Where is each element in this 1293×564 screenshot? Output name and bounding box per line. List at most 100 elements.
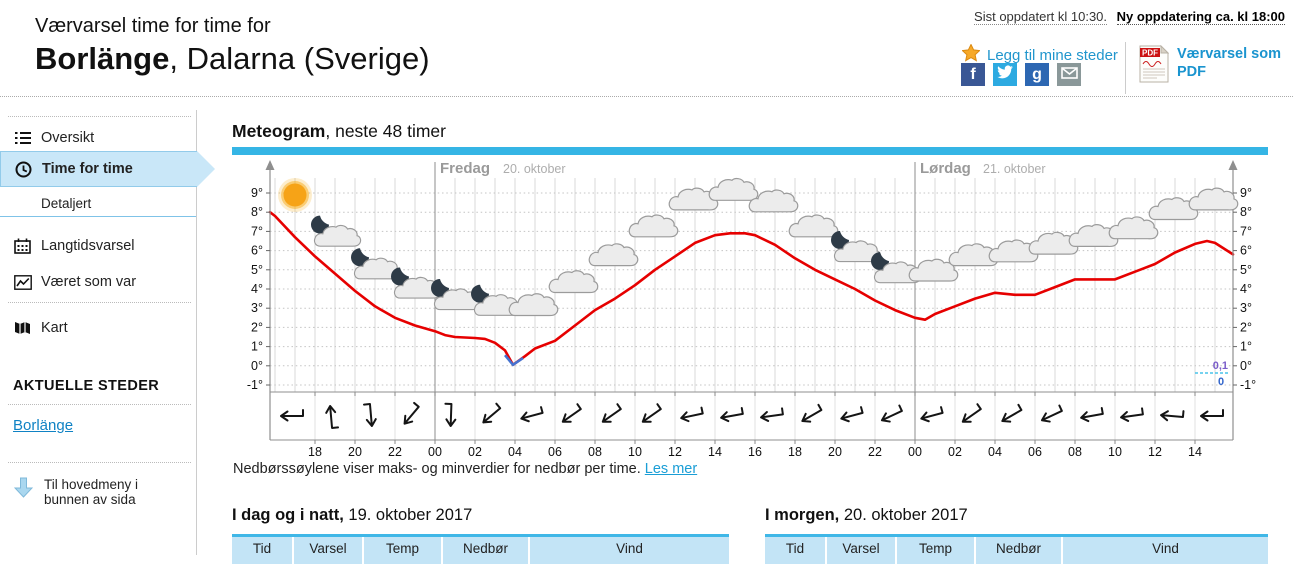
x-tick-label: 10 [628,445,642,458]
wind-arrow-icon [280,409,304,422]
x-tick-label: 06 [1028,445,1042,458]
place-link-borlange[interactable]: Borlänge [13,417,74,434]
sidebar-item-detaljert[interactable]: Detaljert [0,192,197,214]
column-header-tid: Tid [232,537,294,564]
y-tick-label: 6° [251,244,263,258]
forecast-table-tomorrow-title: I morgen, 20. oktober 2017 [765,506,1268,525]
x-tick-label: 22 [388,445,402,458]
wind-arrow-icon [598,403,625,427]
x-tick-label: 04 [508,445,522,458]
table-header-row: Tid Varsel Temp Nedbør Vind [765,534,1268,564]
email-share-button[interactable] [1057,63,1081,86]
day-date-label: 20. oktober [503,162,566,176]
precip-min-label: 0 [1218,376,1224,388]
x-tick-label: 06 [548,445,562,458]
header-divider [1125,42,1126,94]
wind-arrow-icon [918,406,945,424]
sidebar-item-time-for-time[interactable]: Time for time [0,151,197,187]
y-tick-label: 5° [1240,263,1252,277]
forecast-title-bold: I dag og i natt, [232,506,344,524]
day-date-label: 21. oktober [983,162,1046,176]
cloud-icon [628,214,679,238]
y-tick-label: 5° [251,263,263,277]
wind-arrow-icon [998,403,1025,426]
sidebar-item-oversikt[interactable]: Oversikt [0,124,197,152]
facebook-share-button[interactable]: f [961,63,985,86]
wind-arrow-icon [1200,409,1224,422]
column-header-vind: Vind [1152,541,1179,556]
sidebar-divider [8,116,191,117]
x-tick-label: 16 [748,445,762,458]
forecast-table-today: I dag og i natt, 19. oktober 2017 Tid Va… [232,506,729,564]
axis-arrowhead [265,160,275,170]
wind-arrow-icon [1119,407,1145,423]
y-tick-label: 2° [1240,320,1252,334]
wind-arrow-icon [398,401,424,428]
column-header-nedbor: Nedbør [443,537,530,564]
pdf-download-link[interactable]: PDF Værvarsel som PDF [1139,44,1289,88]
sidebar-item-kart[interactable]: Kart [0,314,197,342]
sidebar-item-vaeret-som-var[interactable]: Været som var [0,268,197,296]
add-to-my-places-label: Legg til mine steder [987,46,1118,64]
cloud-icon [548,270,599,294]
temperature-line [268,210,1235,367]
day-label: Lørdag [920,160,971,177]
x-tick-label: 02 [948,445,962,458]
to-main-menu-link[interactable]: Til hovedmeny i bunnen av sida [13,477,184,507]
sidebar-item-label: Time for time [42,161,133,177]
wind-arrow-icon [558,403,585,427]
wind-arrow-icon [1079,407,1105,424]
google-share-button[interactable]: g [1025,63,1049,86]
wind-arrow-icon [719,407,745,424]
y-tick-label: 8° [251,205,263,219]
forecast-title-date: 19. oktober 2017 [343,506,473,524]
sidebar: Oversikt Time for time Detaljert Langtid… [0,110,197,555]
read-more-link[interactable]: Les mer [644,461,698,477]
wind-arrow-icon [878,404,905,426]
twitter-share-button[interactable] [993,63,1017,86]
precip-max-label: 0,1 [1213,360,1228,372]
cloud-icon [708,177,759,201]
y-tick-label: 6° [1240,244,1252,258]
y-tick-label: 9° [1240,186,1252,200]
wind-arrow-icon [324,404,340,430]
cloud-icon [788,214,839,238]
x-tick-label: 22 [868,445,882,458]
x-tick-label: 08 [588,445,602,458]
freezing-segment [504,354,524,367]
add-to-my-places-link[interactable]: Legg til mine steder [961,43,1118,66]
x-tick-label: 12 [668,445,682,458]
y-tick-label: 3° [251,301,263,315]
x-tick-label: 18 [788,445,802,458]
sidebar-divider-blue [0,216,196,217]
wind-arrow-icon [1038,404,1065,426]
sidebar-item-langtidsvarsel[interactable]: Langtidsvarsel [0,232,197,260]
wind-arrow-icon [478,402,505,427]
twitter-icon [996,65,1014,85]
history-chart-icon [13,274,32,290]
y-tick-label: 1° [1240,340,1252,354]
map-icon [13,320,32,336]
star-icon [961,43,981,66]
x-tick-label: 14 [1188,445,1202,458]
cloud-icon [1188,187,1239,211]
cloud-icon [588,243,639,267]
svg-text:PDF: PDF [1142,49,1158,58]
column-header-varsel: Varsel [827,537,897,564]
column-header-temp: Temp [364,537,443,564]
sidebar-item-label: Oversikt [41,130,95,146]
y-tick-label: 7° [251,224,263,238]
y-tick-label: 3° [1240,301,1252,315]
to-main-menu-label: Til hovedmeny i bunnen av sida [44,477,139,507]
sun-icon [278,178,312,212]
wind-direction-row [280,401,1224,430]
section-accent-bar [232,147,1268,155]
forecast-title-bold: I morgen, [765,506,840,524]
y-tick-label: 4° [1240,282,1252,296]
down-arrow-icon [13,477,34,501]
header-rule [0,96,1293,97]
facebook-icon: f [970,65,976,83]
sidebar-divider [8,462,191,463]
x-tick-label: 20 [828,445,842,458]
email-icon [1060,66,1078,84]
